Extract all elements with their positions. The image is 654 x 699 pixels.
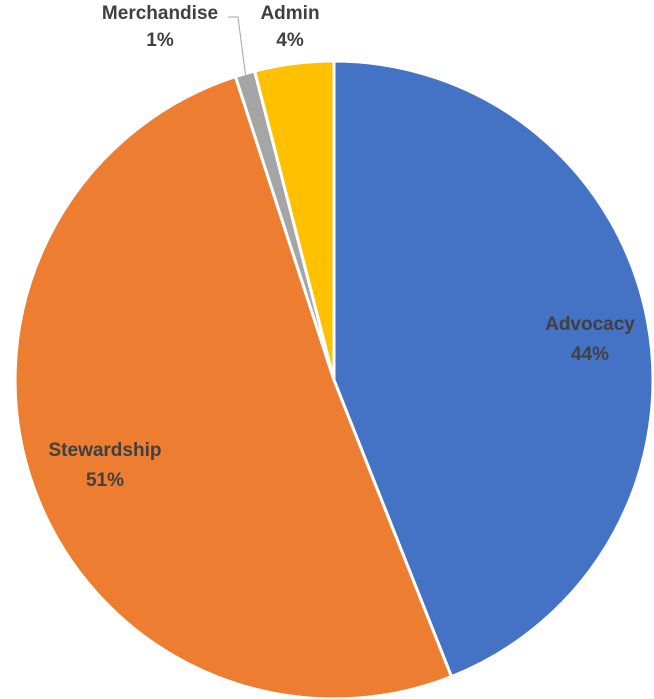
slice-percent-stewardship: 51% — [86, 470, 124, 491]
pie-slice-advocacy — [332, 59, 654, 679]
slice-label-merchandise: Merchandise — [102, 3, 218, 24]
slice-percent-merchandise: 1% — [146, 30, 174, 51]
pie-slices — [13, 59, 654, 699]
leader-line-merchandise — [228, 16, 247, 76]
slice-labels: Advocacy 44% Stewardship 51% Merchandise 1% Ad… — [49, 3, 636, 491]
slice-label-advocacy: Advocacy — [545, 314, 635, 335]
slice-percent-admin: 4% — [276, 30, 304, 51]
leader-lines — [228, 16, 247, 76]
pie-slice-admin — [253, 59, 336, 382]
slice-label-stewardship: Stewardship — [49, 440, 162, 461]
pie-slice-stewardship — [13, 75, 453, 699]
slice-label-admin: Admin — [260, 3, 319, 24]
slice-percent-advocacy: 44% — [571, 344, 609, 365]
